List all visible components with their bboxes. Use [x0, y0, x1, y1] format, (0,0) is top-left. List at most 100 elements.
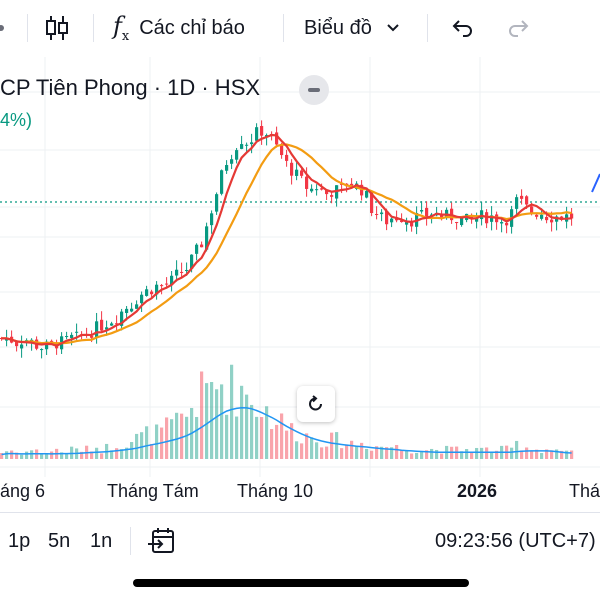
candle-body [380, 212, 384, 215]
volume-bar [400, 450, 404, 459]
candle-body [280, 144, 284, 156]
volume-bar [270, 429, 274, 459]
volume-bar [345, 444, 349, 459]
candle-body [545, 216, 549, 221]
chart-menu-button[interactable]: Biểu đồ [304, 0, 400, 56]
volume-bar [175, 412, 179, 459]
symbol-legend-title[interactable]: CP Tiên Phong · 1D · HSX [0, 75, 261, 100]
chart-type-button[interactable] [44, 0, 74, 56]
volume-bar [30, 450, 34, 459]
volume-bar [405, 451, 409, 459]
clock-timezone[interactable]: 09:23:56 (UTC+7) [435, 529, 596, 552]
home-indicator [133, 579, 469, 587]
xaxis-label-august: Tháng Tám [107, 481, 199, 501]
volume-moving-average-line [1, 406, 572, 456]
volume-bar [340, 448, 344, 459]
volume-bar [205, 383, 209, 459]
volume-bar [370, 450, 374, 459]
candle-body [195, 244, 199, 254]
candle-body [330, 195, 334, 197]
candle-body [440, 215, 444, 219]
candle-body [190, 254, 194, 269]
top-toolbar: fx Các chỉ báo Biểu đồ [0, 0, 600, 56]
candle-body [515, 197, 519, 209]
volume-bar [200, 371, 204, 459]
candle-body [255, 127, 259, 141]
volume-bar [415, 452, 419, 459]
interval-5n[interactable]: 5n [48, 529, 71, 552]
volume-bar [530, 451, 534, 459]
volume-bar [380, 446, 384, 459]
candle-body [130, 308, 134, 312]
candle-body [455, 222, 459, 224]
volume-bar [490, 451, 494, 459]
volume-bar [475, 447, 479, 459]
candle-body [425, 207, 429, 218]
candle-body [310, 188, 314, 192]
volume-bar [135, 433, 139, 459]
indicators-button[interactable]: fx Các chỉ báo [113, 0, 245, 56]
redo-icon [509, 20, 529, 37]
volume-bar [515, 440, 519, 459]
price-change: 4%) [0, 110, 33, 130]
function-icon: fx [113, 12, 130, 44]
volume-bar [225, 414, 229, 459]
candle-body [65, 336, 69, 338]
chart-menu-label: Biểu đồ [304, 16, 372, 39]
candle-body [160, 285, 164, 287]
indicators-label: Các chỉ báo [139, 16, 245, 39]
collapse-legend-button[interactable] [299, 75, 329, 105]
volume-bar [230, 364, 234, 459]
reset-chart-button[interactable] [297, 386, 335, 422]
candle-body [165, 283, 169, 285]
undo-icon [452, 20, 472, 37]
volume-bar [350, 440, 354, 459]
volume-bar [140, 432, 144, 459]
candle-body [20, 344, 24, 349]
dot-icon [0, 25, 4, 31]
volume-bar [470, 452, 474, 459]
minus-icon [308, 88, 320, 92]
candle-body [200, 244, 204, 248]
volume-bar [480, 447, 484, 459]
candle-body [305, 176, 309, 189]
candle-body [240, 144, 244, 149]
candle-body [385, 211, 389, 225]
interval-1p[interactable]: 1p [8, 529, 31, 552]
candles-icon [46, 16, 68, 40]
candle-body [535, 214, 539, 217]
candle-body [140, 294, 144, 304]
volume-bar [215, 389, 219, 459]
volume-bar [5, 451, 9, 459]
candle-body [405, 222, 409, 225]
volume-bar [235, 416, 239, 459]
xaxis-label-october: Tháng 10 [237, 481, 314, 501]
chart-pane[interactable] [0, 57, 600, 510]
redo-button[interactable] [507, 0, 531, 56]
undo-button[interactable] [450, 0, 474, 56]
candle-body [400, 220, 404, 223]
candle-body [115, 323, 119, 325]
candle-body [540, 214, 544, 219]
volume-bar [410, 453, 414, 459]
go-to-date-button[interactable] [147, 513, 177, 569]
interval-1n[interactable]: 1n [90, 529, 113, 552]
volume-bar [10, 450, 14, 459]
volume-bar [365, 448, 369, 459]
volume-bar [290, 423, 294, 459]
price-chart[interactable] [0, 57, 600, 510]
candle-body [235, 150, 239, 160]
toolbar-divider [283, 14, 284, 42]
volume-bar [420, 451, 424, 459]
candle-body [180, 271, 184, 273]
candle-body [505, 222, 509, 226]
candle-body [75, 331, 79, 333]
calendar-arrow-icon [148, 528, 174, 553]
volume-bar [300, 443, 304, 459]
volume-bar [460, 451, 464, 459]
candle-body [260, 126, 264, 136]
candle-body [530, 206, 534, 214]
candle-body [460, 217, 464, 226]
candle-body [520, 195, 524, 199]
symbol-edge[interactable] [0, 0, 10, 56]
